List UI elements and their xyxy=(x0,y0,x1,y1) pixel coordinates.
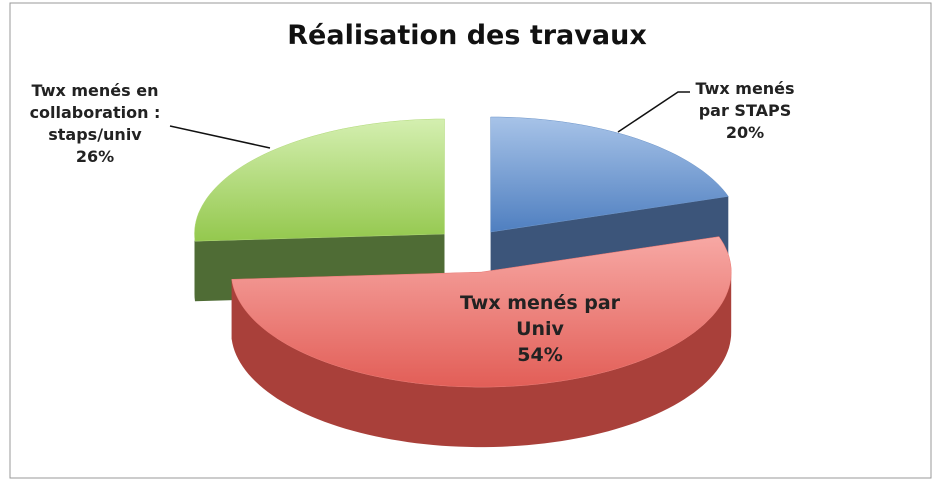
value-label: 26% xyxy=(75,147,115,166)
slice xyxy=(490,116,729,233)
chart-border xyxy=(9,2,932,479)
slice xyxy=(231,236,732,388)
leader-line xyxy=(169,125,271,149)
slice-side xyxy=(231,272,732,448)
slice-label: Twx menés en collaboration : staps/univ 2… xyxy=(20,80,170,168)
leader-line xyxy=(617,91,690,133)
category-name: Twx menés par STAPS xyxy=(695,79,795,120)
value-label: 20% xyxy=(725,123,765,142)
category-name: Twx menés en collaboration : staps/univ xyxy=(29,81,161,144)
pie xyxy=(194,116,732,448)
slice-label: Twx menés par Univ 54% xyxy=(455,290,625,368)
slice xyxy=(194,118,445,242)
category-name: Twx menés par Univ xyxy=(459,292,621,340)
value-label: 54% xyxy=(517,344,563,366)
slice-side xyxy=(194,234,195,302)
chart-title: Réalisation des travaux xyxy=(287,20,647,51)
slice-label: Twx menés par STAPS 20% xyxy=(680,78,810,144)
